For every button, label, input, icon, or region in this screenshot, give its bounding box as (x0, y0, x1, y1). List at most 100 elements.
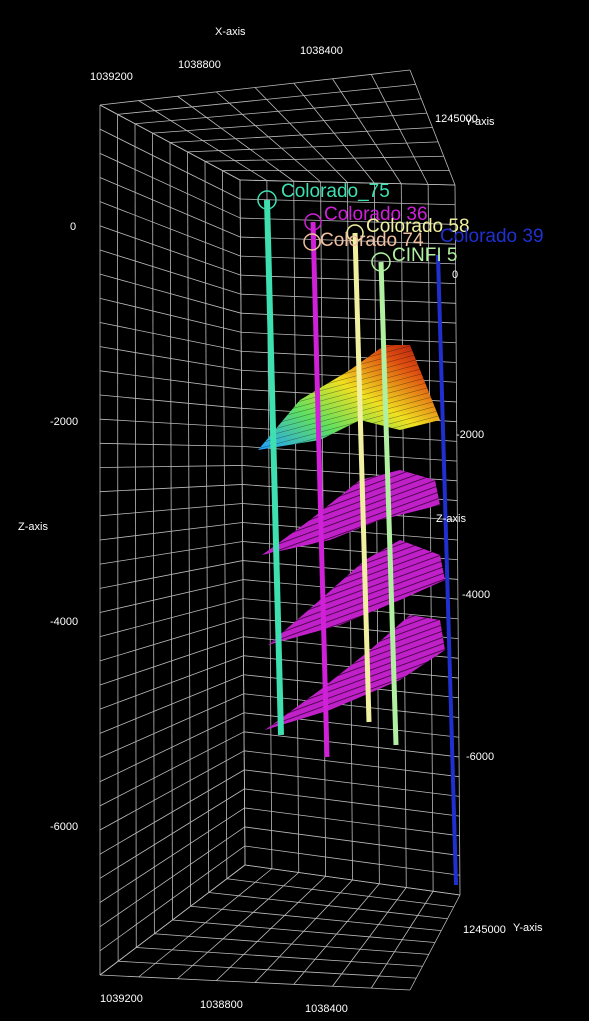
grid-line (99, 394, 242, 409)
grid-line (240, 312, 456, 324)
grid-line (244, 845, 460, 876)
axis-title: Z-axis (18, 521, 48, 533)
grid-line (99, 177, 241, 238)
axis-title: Z-axis (436, 513, 466, 525)
surface-lines (258, 345, 440, 450)
grid-line (99, 560, 243, 589)
tick-label: -4000 (462, 589, 490, 601)
grid-line (99, 225, 241, 276)
surface (268, 540, 445, 645)
grid-line (117, 83, 416, 115)
well-label: Colorado 74 (320, 230, 424, 251)
tick-label: -6000 (50, 821, 78, 833)
grid-line (239, 179, 456, 186)
grid-line (244, 750, 460, 778)
tick-label: 0 (452, 269, 458, 281)
grid-line (99, 69, 411, 106)
grid-line (293, 883, 380, 985)
well-label: Colorado 58 (366, 216, 470, 237)
grid-line (240, 255, 456, 265)
surface (265, 615, 445, 730)
grid-line (99, 674, 244, 734)
grid-line (99, 541, 243, 565)
grid-line (240, 274, 456, 285)
grid-line (152, 112, 427, 134)
tick-label: -2000 (456, 429, 484, 441)
grid-line (215, 875, 326, 981)
axis-title: Y-axis (513, 922, 543, 934)
grid-line (204, 155, 444, 162)
grid-line (243, 731, 460, 758)
grid-line (99, 465, 243, 468)
grid-line (99, 418, 242, 428)
grid-line (99, 826, 245, 927)
well-colorado-75 (264, 199, 284, 736)
grid-line (240, 217, 456, 225)
grid-line (244, 769, 460, 797)
grid-line (99, 442, 242, 447)
grid-line (241, 445, 457, 462)
grid-line (332, 887, 407, 987)
surfaces (258, 345, 445, 730)
tick-label: 1038800 (178, 59, 221, 71)
tick-label: 1038400 (305, 1003, 348, 1015)
tick-label: 0 (70, 221, 76, 233)
tick-label: 1245000 (435, 113, 478, 125)
surface (262, 470, 440, 555)
grid (99, 69, 461, 991)
grid-line (99, 598, 244, 638)
tick-label: 1245000 (463, 924, 506, 936)
grid-line (187, 141, 439, 153)
well-label: CINFI 5 (392, 245, 457, 266)
grid-line (99, 370, 242, 390)
well-colorado-39 (436, 254, 458, 886)
tick-label: 1038800 (200, 999, 243, 1011)
grid-line (244, 826, 460, 856)
grid-line (99, 693, 244, 758)
well-label: Colorado_75 (281, 181, 390, 202)
well-label: Colorado 36 (324, 204, 428, 225)
tick-label: -2000 (50, 416, 78, 428)
grid-line (169, 127, 433, 143)
grid-line (99, 522, 243, 541)
tick-label: 1039200 (100, 993, 143, 1005)
grid-line (99, 201, 241, 257)
axis-title: X-axis (215, 26, 246, 38)
grid-line (99, 346, 242, 371)
grid-line (99, 322, 242, 352)
grid-line (241, 331, 457, 344)
grid-line (244, 807, 460, 837)
grid-line (177, 872, 300, 980)
tick-label: 1038400 (300, 45, 343, 57)
grid-line (254, 879, 353, 983)
grid-line (99, 273, 242, 314)
well-colorado-58 (352, 232, 372, 723)
well-colorado-36 (310, 221, 330, 758)
grid-line (99, 655, 244, 710)
grid-line (99, 864, 246, 976)
grid-line (99, 788, 245, 879)
axis-labels: X-axis 1039200 1038800 1038400 1245000 Y… (18, 26, 543, 1015)
wells (257, 190, 458, 886)
tick-label: -6000 (466, 751, 494, 763)
grid-line (370, 891, 434, 989)
grid-line (99, 579, 244, 613)
well-labels: Colorado_75 Colorado 36 Colorado 74 Colo… (281, 181, 544, 266)
grid-line (240, 293, 456, 304)
grid-line (99, 845, 246, 952)
grid-line (99, 807, 245, 903)
tick-label: 1039200 (90, 71, 133, 83)
grid-line (134, 98, 422, 125)
grid-line (99, 503, 243, 517)
tick-label: -4000 (50, 616, 78, 628)
grid-line (99, 128, 241, 200)
grid-line (99, 769, 245, 855)
grid-line (244, 788, 460, 817)
grid-line (99, 731, 245, 807)
grid-line (241, 350, 457, 363)
well-label: Colorado 39 (440, 226, 544, 247)
grid-line (99, 617, 244, 662)
grid-line (99, 152, 241, 219)
grid-line (99, 484, 243, 493)
